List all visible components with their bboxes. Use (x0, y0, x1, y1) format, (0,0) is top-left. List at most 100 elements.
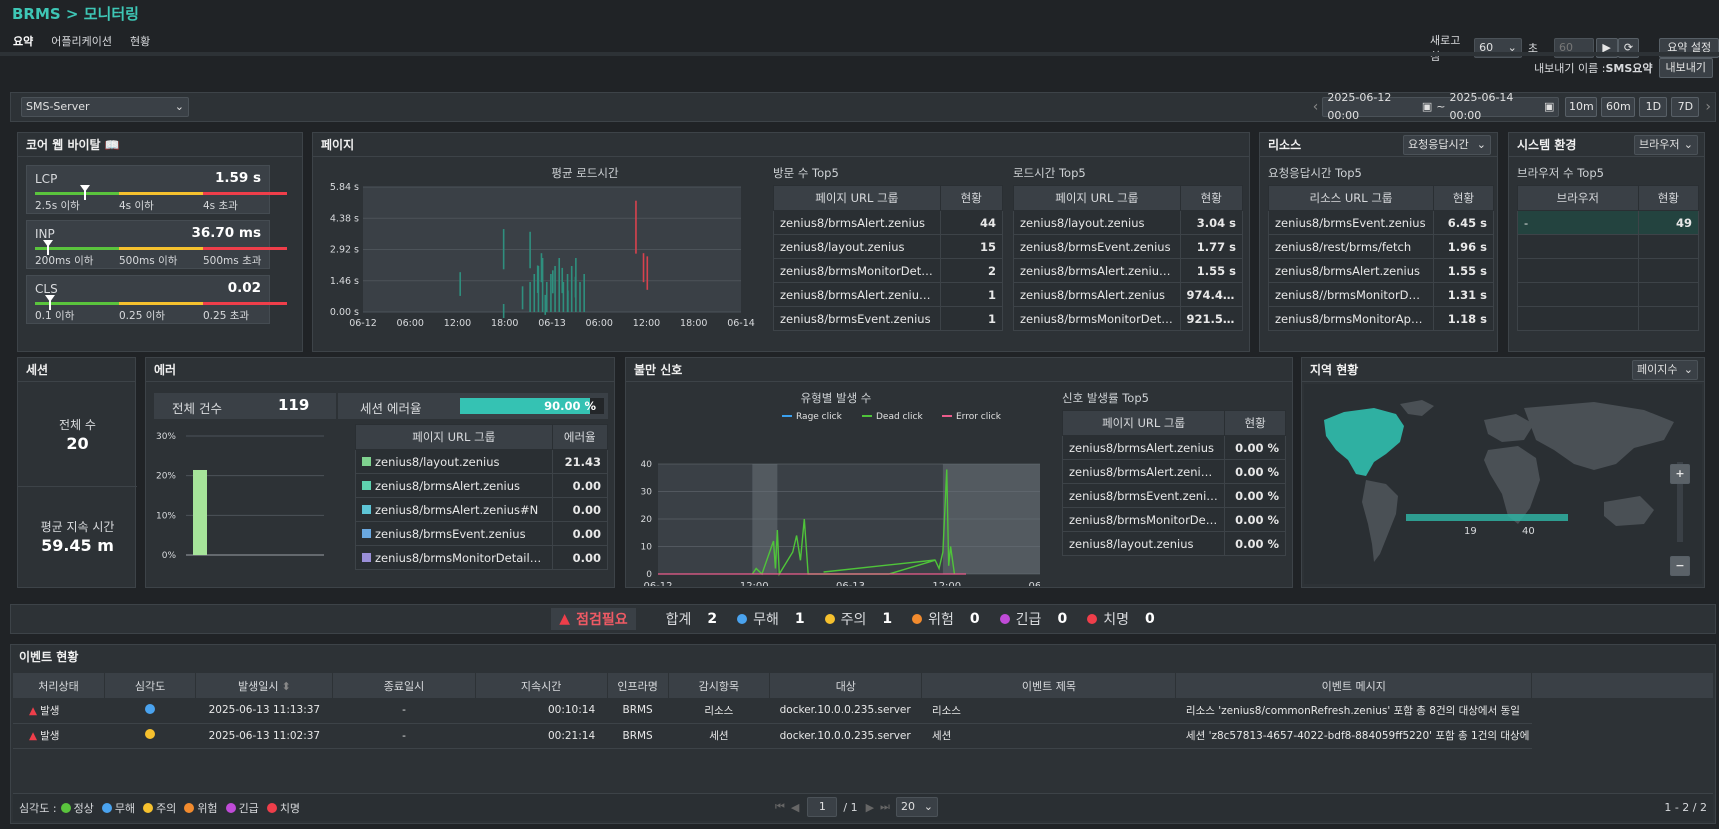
vital-lcp: LCP 1.59 s 2.5s 이하 4s 이하 4s 초과 (26, 165, 287, 214)
severity-dot (145, 703, 156, 714)
range-1d-button[interactable]: 1D (1639, 97, 1668, 117)
table-row[interactable]: zenius8/brmsMonitorDetail... 2 (773, 258, 1004, 283)
sort-icon: ⬍ (281, 679, 291, 693)
load-time-bar (579, 282, 581, 312)
table-cell-value: 1 (939, 306, 1004, 331)
table-row[interactable]: zenius8//brmsMonitorDetai... 1.31 s (1268, 282, 1494, 307)
table-row[interactable]: zenius8/brmsAlert.zenius 0.00 (355, 473, 609, 498)
range-7d-button[interactable]: 7D (1671, 97, 1700, 117)
table-row[interactable]: zenius8/layout.zenius 3.04 s (1013, 210, 1244, 235)
resource-metric-select[interactable]: 요청응답시간 ⌄ (1403, 135, 1491, 155)
table-row[interactable]: zenius8/brmsEvent.zenius 1 (773, 306, 1004, 331)
next-page-icon[interactable]: ▶ (865, 800, 875, 814)
table-row[interactable]: zenius8/brmsMonitorDetail... 0.00 % (1061, 507, 1286, 532)
event-cell-status: ▲ 발생 (13, 723, 105, 749)
table-row[interactable]: zenius8/brmsEvent.zenius 0.00 (355, 521, 609, 546)
refresh-interval-value: 60 (1479, 41, 1494, 54)
table-row[interactable]: zenius8/layout.zenius 21.43 (355, 449, 609, 474)
load-time-bar (502, 304, 505, 318)
vital-threshold-bar (119, 302, 203, 305)
event-cell-start: 2025-06-13 11:02:37 (195, 723, 333, 749)
table-row[interactable]: zenius8/brmsAlert.zenius 44 (773, 210, 1004, 235)
system-metric-select[interactable]: 브라우저 ⌄ (1634, 135, 1698, 155)
table-row[interactable]: zenius8/brmsAlert.zenius#N 1 (773, 282, 1004, 307)
event-status: 발생 (40, 730, 60, 742)
server-select[interactable]: SMS-Server ⌄ (21, 97, 189, 117)
zoom-slider[interactable] (1677, 462, 1683, 542)
table-row[interactable] (1517, 258, 1700, 283)
load-time-bar (529, 231, 531, 269)
chevron-left-icon[interactable]: ‹ (1312, 99, 1319, 115)
column-header[interactable]: 발생일시 ⬍ (195, 673, 334, 698)
table-row[interactable]: zenius8/layout.zenius 15 (773, 234, 1004, 259)
table-row[interactable]: zenius8/brmsAlert.zenius#N 0.00 (355, 497, 609, 522)
y-tick-label: 4.38 s (330, 213, 359, 224)
x-tick-label: 12:00 (633, 318, 660, 329)
table-row[interactable] (1517, 234, 1700, 259)
tab-application[interactable]: 어플리케이션 (51, 35, 112, 48)
table-row[interactable]: zenius8/brmsEvent.zenius 6.45 s (1268, 210, 1494, 235)
range-60m-button[interactable]: 60m (1601, 97, 1636, 117)
chevron-right-icon[interactable]: › (1705, 99, 1711, 115)
table-row[interactable]: zenius8/brmsAlert.zenius#N 1.55 s (1013, 258, 1244, 283)
vital-marker (80, 185, 91, 192)
table-cell-value: 15 (939, 234, 1004, 259)
table-row[interactable]: zenius8/brmsEvent.zenius 0.00 % (1061, 483, 1286, 508)
severity-dot (824, 614, 835, 624)
event-row[interactable]: ▲ 발생 2025-06-13 11:13:37-00:10:14 BRMS 리소스 do… (13, 698, 1532, 724)
y-tick-label: 0 (646, 570, 652, 580)
page-size-select[interactable]: 20 ⌄ (895, 797, 938, 817)
table-row[interactable]: zenius8/brmsMonitorDetail...921.50 ms (1013, 306, 1244, 331)
load-time-bar (570, 266, 573, 312)
panel-title: 시스템 환경 (1509, 133, 1704, 157)
export-button[interactable]: 내보내기 (1658, 58, 1713, 78)
severity-count: 긴급 0 (999, 609, 1068, 629)
page-total: / 1 (843, 800, 858, 814)
zoom-out-button[interactable]: − (1670, 556, 1690, 576)
zoom-in-button[interactable]: + (1670, 464, 1690, 484)
page-input[interactable]: 1 (807, 797, 838, 817)
table-cell-value: 0.00 % (1224, 435, 1286, 460)
x-tick-label: 18:00 (491, 318, 518, 329)
table-row[interactable] (1517, 282, 1700, 307)
table-row[interactable] (1517, 306, 1700, 331)
table-row[interactable]: zenius8/brmsMonitorDetailVi... 0.00 (355, 545, 609, 570)
load-time-bar (575, 258, 577, 312)
date-range-field[interactable]: 2025-06-12 00:00 ▣ ~ 2025-06-14 00:00 ▣ (1322, 91, 1560, 122)
prev-page-icon[interactable]: ◀ (790, 800, 800, 814)
x-tick-label: 12:00 (740, 581, 769, 586)
tab-bar: 요약 어플리케이션 현황 (4, 33, 159, 55)
error-rate-chart: 0% 10% 20% 30% (156, 432, 324, 561)
table-row[interactable]: zenius8/brmsAlert.zenius 1.55 s (1268, 258, 1494, 283)
vital-threshold-label: 2.5s 이하 (35, 200, 80, 212)
table-row[interactable]: zenius8/rest/brms/fetch 1.96 s (1268, 234, 1494, 259)
range-10m-button[interactable]: 10m (1565, 97, 1598, 117)
series-color-swatch (362, 528, 371, 538)
first-page-icon[interactable]: ⏮ (775, 800, 785, 813)
severity-value: 0 (1057, 611, 1068, 627)
last-page-icon[interactable]: ⏭ (880, 800, 890, 813)
region-metric-select[interactable]: 페이지수 ⌄ (1632, 360, 1698, 380)
tab-status[interactable]: 현황 (129, 35, 151, 48)
table-row[interactable]: -49 (1517, 210, 1700, 235)
column-header-label: 감시항목 (698, 679, 740, 693)
column-header: 지속시간 (475, 673, 608, 698)
series-color-swatch (362, 456, 371, 466)
export-name-label: 내보내기 이름 : (1534, 62, 1606, 75)
chevron-down-icon: ⌄ (174, 100, 184, 113)
table-row[interactable]: zenius8/brmsAlert.zenius 0.00 % (1061, 435, 1286, 460)
chevron-down-icon: ⌄ (1683, 363, 1693, 376)
error-url: zenius8/brmsEvent.zenius (375, 526, 526, 541)
column-header-label: 발생일시 (238, 679, 279, 693)
event-row[interactable]: ▲ 발생 2025-06-13 11:02:37-00:21:14 BRMS 세션 doc… (13, 723, 1532, 749)
date-separator: ~ (1436, 100, 1446, 113)
table-cell-value: 0.00 % (1224, 507, 1286, 532)
severity-dot (225, 802, 236, 813)
table-row[interactable]: zenius8/brmsMonitorAppli... 1.18 s (1268, 306, 1494, 331)
table-row[interactable]: zenius8/layout.zenius 0.00 % (1061, 531, 1286, 556)
table-row[interactable]: zenius8/brmsEvent.zenius 1.77 s (1013, 234, 1244, 259)
column-header-label: 이벤트 메시지 (1321, 679, 1386, 693)
table-row[interactable]: zenius8/brmsAlert.zenius#N 0.00 % (1061, 459, 1286, 484)
event-cell-end: - (332, 698, 476, 724)
